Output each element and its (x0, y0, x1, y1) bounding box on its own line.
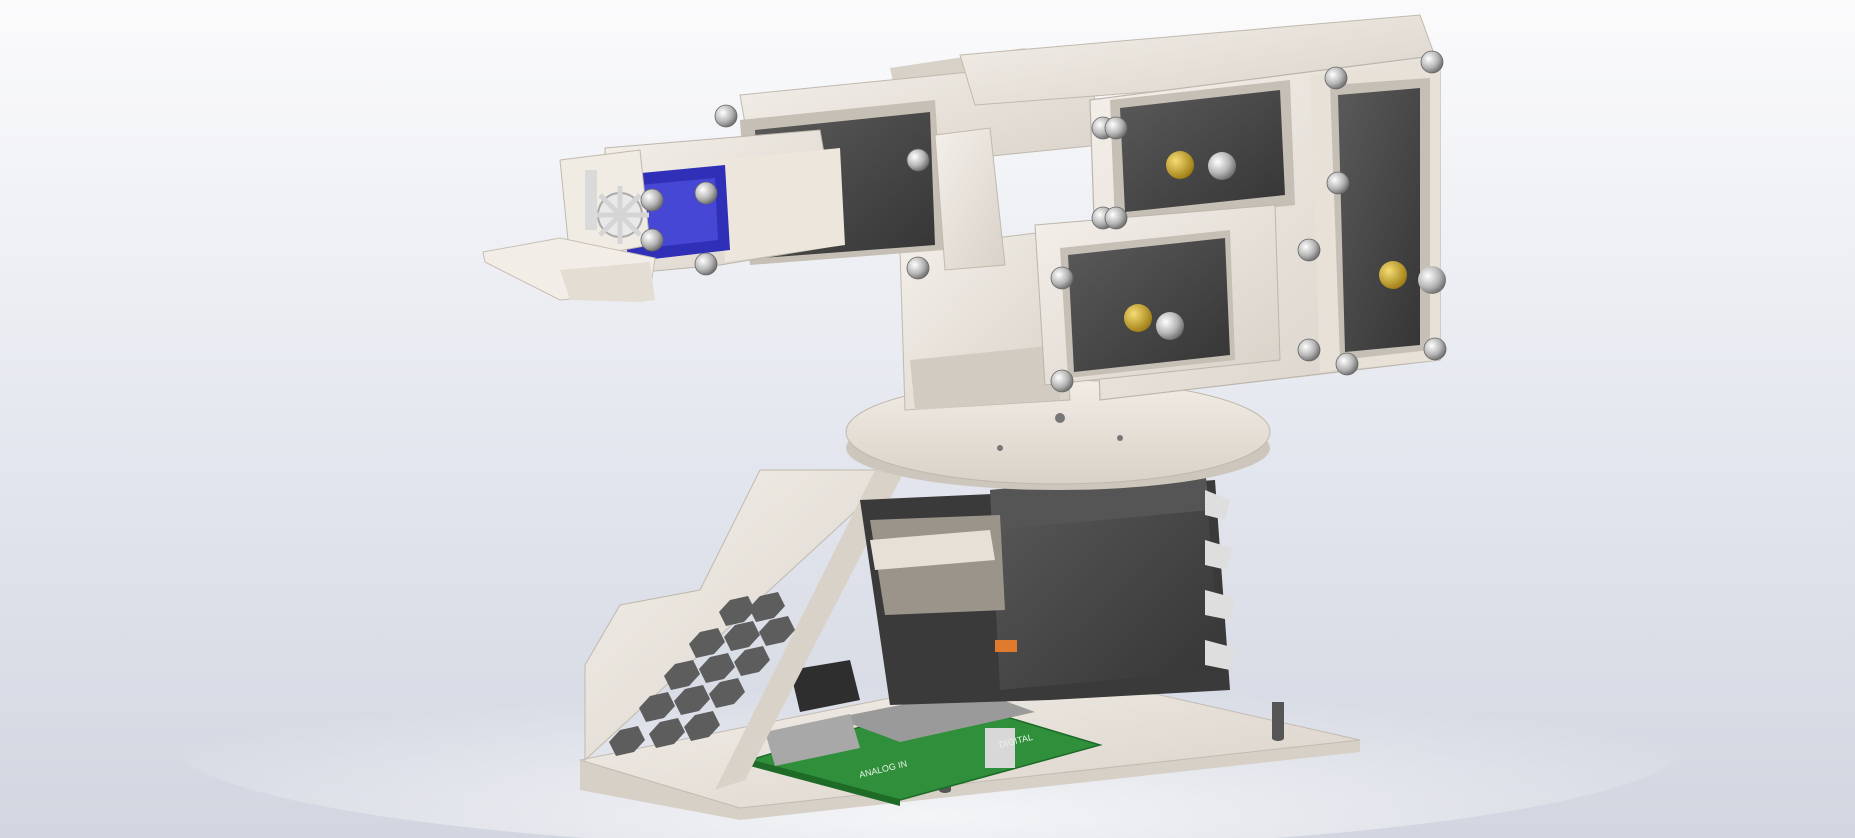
shoulder-servo (1034, 204, 1281, 386)
base-servo (860, 470, 1235, 705)
wrist-servo (1330, 78, 1446, 360)
pin-header (985, 728, 1015, 768)
controller-board: ANALOG IN DIGITAL (747, 660, 1103, 806)
elbow-servo (1110, 80, 1295, 225)
usb-connector (765, 714, 860, 766)
power-jack (790, 660, 860, 712)
honeycomb-support (584, 469, 905, 790)
gear-teeth (1205, 490, 1235, 670)
shoulder-tower (899, 229, 1071, 411)
screws (640, 50, 1447, 393)
honeycomb-holes (609, 592, 795, 756)
gripper-finger (482, 237, 656, 302)
standoff-screw (1272, 702, 1284, 738)
servo-horn-brass (1166, 151, 1194, 179)
gripper-gear (559, 149, 651, 261)
servo-wire-connector (995, 640, 1017, 652)
header-strip (835, 690, 1035, 742)
